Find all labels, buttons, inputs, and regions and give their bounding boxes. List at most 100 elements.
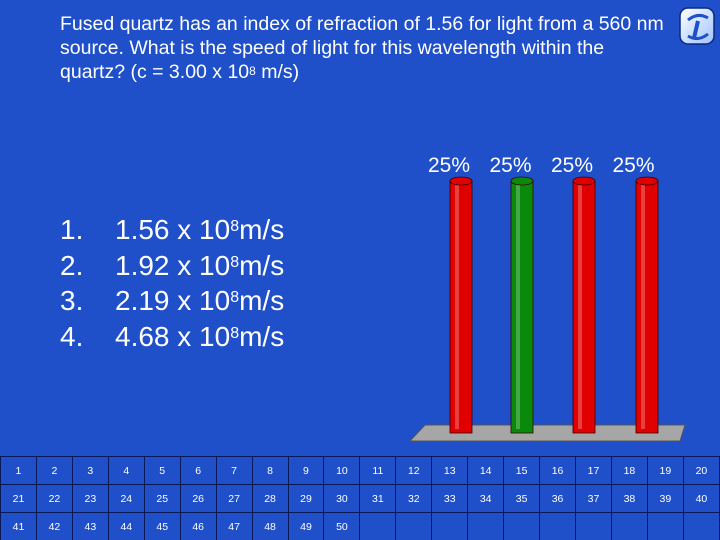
answer-mantissa: 2.19 x 10: [115, 285, 231, 316]
turning-point-logo-icon: [679, 7, 715, 45]
answer-option-1[interactable]: 1. 1.56 x 10 8 m/s: [60, 212, 284, 248]
answer-number: 2.: [60, 249, 84, 281]
answer-option-2[interactable]: 2. 1.92 x 10 8 m/s: [60, 248, 284, 284]
answer-unit: m/s: [239, 249, 285, 281]
keypad-cell: 31: [359, 484, 397, 513]
keypad-cell: 44: [107, 512, 145, 540]
keypad-cell: 10: [323, 456, 361, 485]
keypad-cell: 26: [179, 484, 217, 513]
bar-value-label-2: 25%: [489, 154, 532, 177]
bar-value-label-1: 25%: [428, 154, 471, 177]
keypad-cell: 47: [215, 512, 253, 540]
keypad-cell-empty: [539, 512, 576, 540]
keypad-cell: 14: [467, 456, 505, 485]
keypad-cell: 21: [0, 484, 37, 513]
keypad-cell: 45: [143, 512, 181, 540]
keypad-cell: 35: [503, 484, 541, 513]
keypad-cell: 42: [35, 512, 73, 540]
answer-number: 1.: [60, 214, 84, 245]
keypad-cell: 12: [395, 456, 433, 485]
keypad-cell: 36: [539, 484, 576, 513]
answer-list: 1. 1.56 x 10 8 m/s 2. 1.92 x 10 8 m/s 3. 2.19…: [60, 212, 284, 354]
chart-base: [408, 424, 686, 442]
keypad-row: 41 42 43 44 45 46 47 48 49 50: [0, 512, 720, 540]
answer-exponent: 8: [230, 253, 240, 271]
keypad-cell: 46: [179, 512, 217, 540]
answer-option-4[interactable]: 4. 4.68 x 10 8 m/s: [60, 319, 284, 355]
keypad-cell: 41: [0, 512, 37, 540]
keypad-cell: 33: [431, 484, 469, 513]
keypad-cell: 15: [503, 456, 541, 485]
keypad-cell-empty: [395, 512, 433, 540]
keypad-cell-empty: [467, 512, 505, 540]
keypad-cell: 17: [575, 456, 612, 485]
answer-unit: m/s: [239, 285, 285, 316]
bar-value-label-4: 25%: [612, 154, 655, 177]
keypad-row: 1 2 3 4 5 6 7 8 9 10 11 12 13 14 15 16 17 18 19 20: [0, 456, 720, 485]
keypad-row: 21 22 23 24 25 26 27 28 29 30 31 32 33 34 35 36 37 38 39 40: [0, 484, 720, 513]
answer-mantissa: 4.68 x 10: [115, 320, 231, 352]
keypad-cell: 50: [323, 512, 361, 540]
keypad-cell: 5: [143, 456, 181, 485]
keypad-cell: 32: [395, 484, 433, 513]
answer-exponent: 8: [230, 218, 240, 235]
keypad-cell: 22: [35, 484, 73, 513]
keypad-cell: 11: [359, 456, 397, 485]
keypad-cell: 40: [682, 484, 720, 513]
keypad-cell-empty: [359, 512, 397, 540]
keypad-cell: 23: [71, 484, 109, 513]
answer-mantissa: 1.56 x 10: [115, 214, 231, 245]
keypad-cell: 9: [287, 456, 325, 485]
answer-unit: m/s: [239, 214, 285, 245]
bar-4: 4: [635, 176, 659, 469]
keypad-cell-empty: [646, 512, 684, 540]
keypad-cell: 13: [431, 456, 469, 485]
keypad-cell: 4: [107, 456, 145, 485]
question-unit: m/s): [255, 61, 300, 83]
keypad-cell-empty: [575, 512, 612, 540]
keypad-cell: 38: [610, 484, 648, 513]
answer-exponent: 8: [230, 289, 240, 306]
keypad-cell: 37: [575, 484, 612, 513]
keypad-cell: 3: [71, 456, 109, 485]
keypad-cell: 7: [215, 456, 253, 485]
keypad-cell: 16: [539, 456, 576, 485]
keypad-cell: 6: [179, 456, 217, 485]
answer-number: 4.: [60, 320, 84, 352]
keypad-cell: 27: [215, 484, 253, 513]
keypad-cell: 18: [610, 456, 648, 485]
answer-exponent: 8: [230, 324, 240, 342]
keypad-cell: 24: [107, 484, 145, 513]
answer-mantissa: 1.92 x 10: [115, 249, 231, 281]
answer-unit: m/s: [239, 320, 285, 352]
answer-number: 3.: [60, 285, 84, 316]
keypad-cell: 2: [35, 456, 73, 485]
question-body: Fused quartz has an index of refraction …: [60, 13, 664, 83]
keypad-cell: 8: [251, 456, 289, 485]
keypad-cell: 29: [287, 484, 325, 513]
keypad-grid: 1 2 3 4 5 6 7 8 9 10 11 12 13 14 15 16 17 18 19 20 21 22 23 24 2…: [0, 456, 720, 540]
bar-3: 3: [572, 176, 596, 469]
keypad-cell-empty: [503, 512, 541, 540]
keypad-cell: 43: [71, 512, 109, 540]
keypad-cell: 48: [251, 512, 289, 540]
keypad-cell: 30: [323, 484, 361, 513]
answer-option-3[interactable]: 3. 2.19 x 10 8 m/s: [60, 283, 284, 319]
bar-2: 2: [510, 176, 534, 469]
keypad-cell: 34: [467, 484, 505, 513]
keypad-cell: 19: [646, 456, 684, 485]
bar-value-label-3: 25%: [551, 154, 594, 177]
percent-labels: 25% 25% 25% 25%: [428, 154, 674, 178]
keypad-cell: 49: [287, 512, 325, 540]
question-text: Fused quartz has an index of refraction …: [60, 12, 670, 84]
keypad-cell: 28: [251, 484, 289, 513]
bar-1: 1: [449, 176, 473, 469]
keypad-cell: 25: [143, 484, 181, 513]
question-exponent: 8: [249, 64, 256, 78]
keypad-cell-empty: [682, 512, 720, 540]
keypad-cell: 1: [0, 456, 37, 485]
keypad-cell: 20: [682, 456, 720, 485]
keypad-cell-empty: [610, 512, 648, 540]
